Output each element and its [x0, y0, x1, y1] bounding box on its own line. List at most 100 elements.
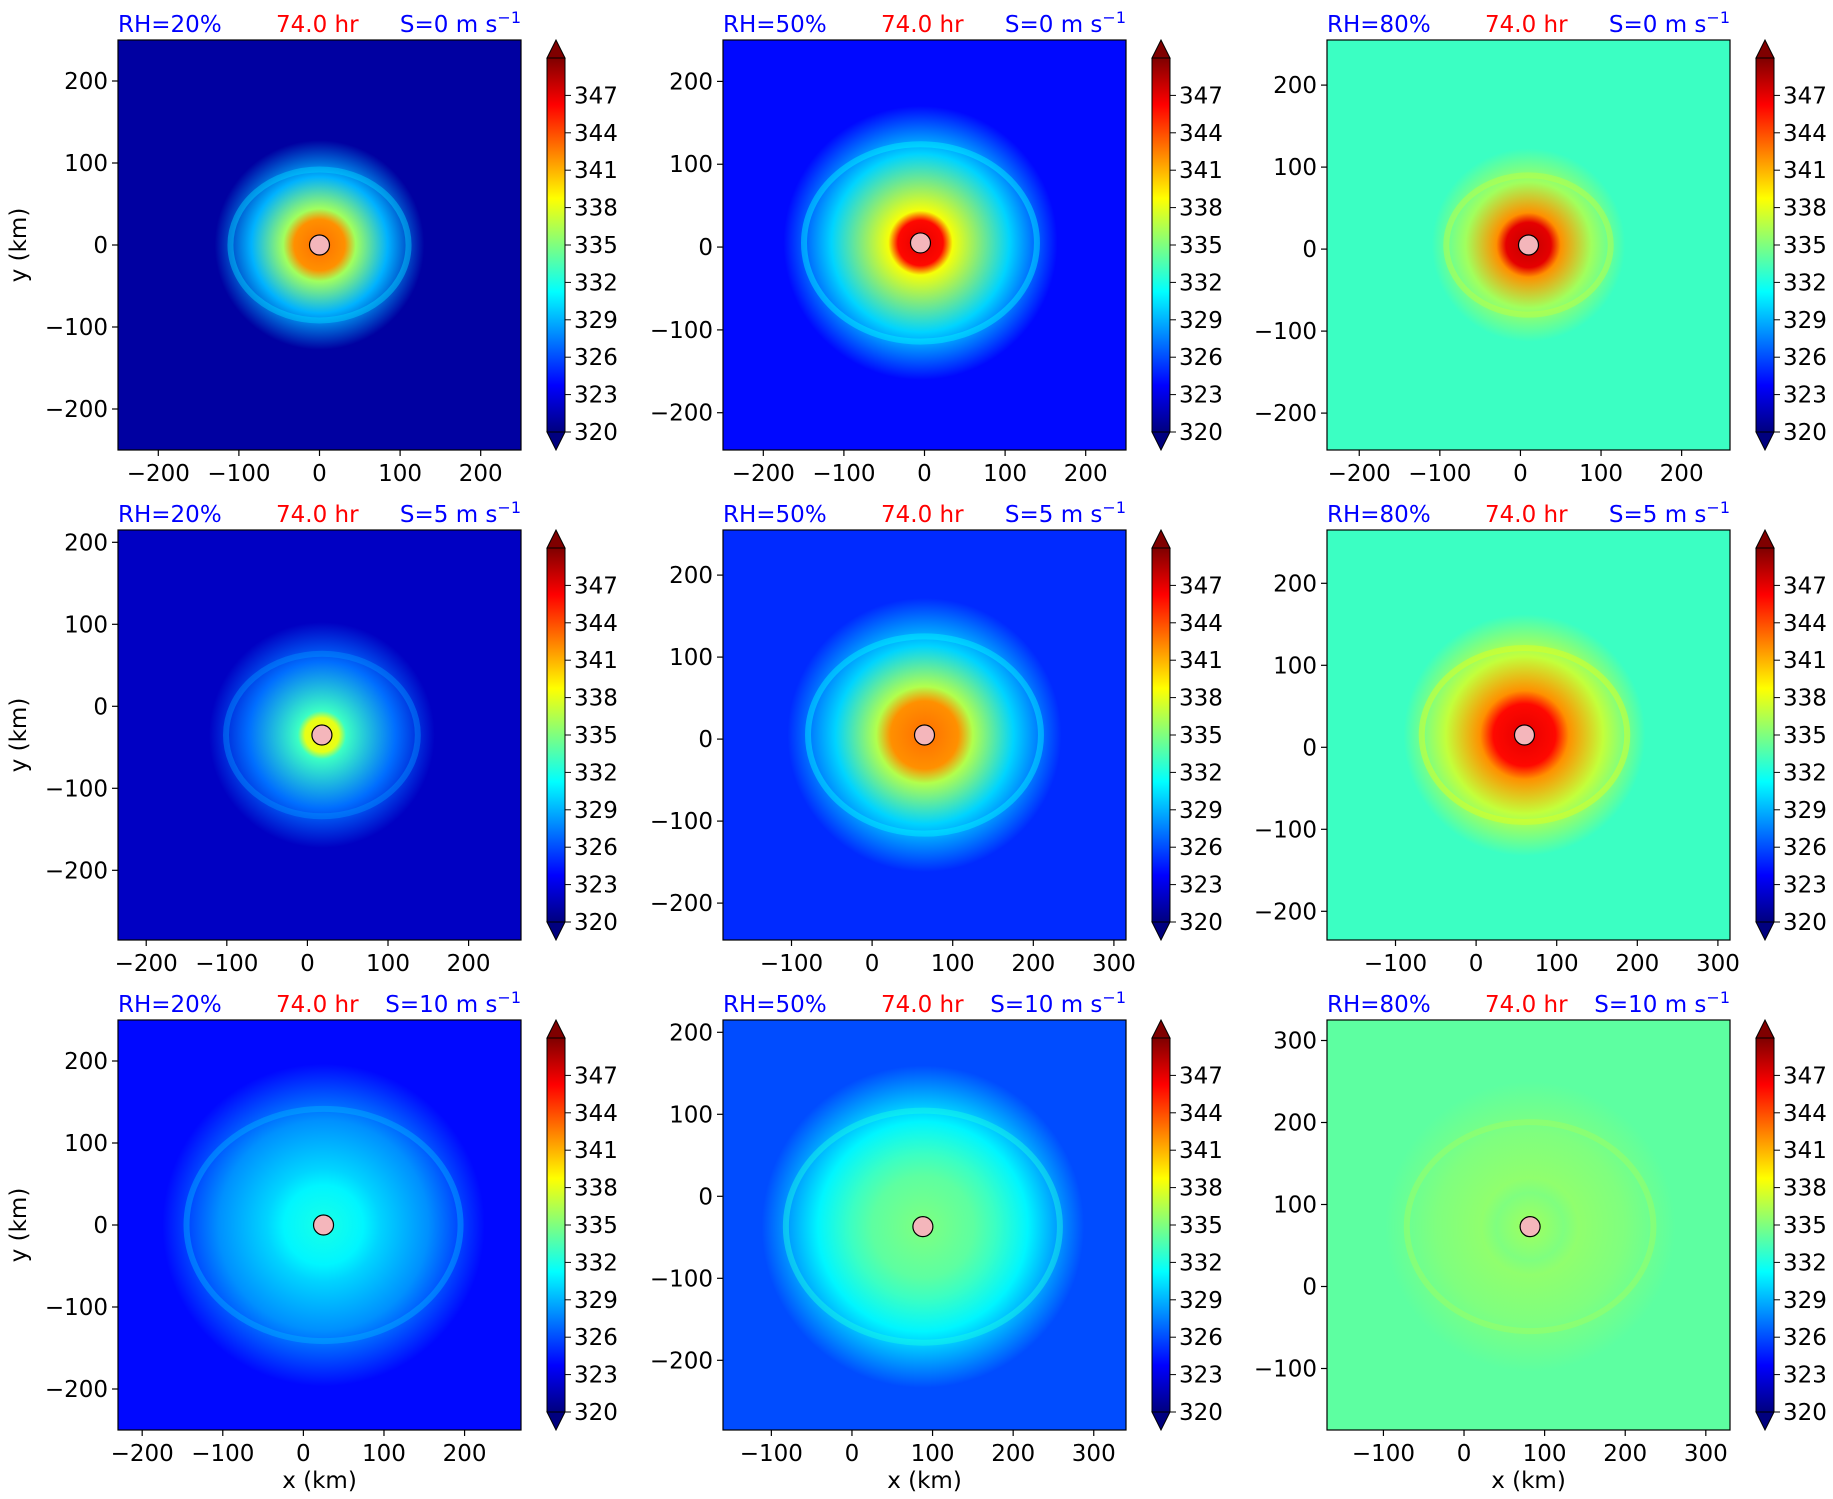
- y-axis-label: y (km): [6, 698, 32, 773]
- y-tick-label: 0: [698, 727, 713, 753]
- y-tick-label: −200: [45, 858, 108, 884]
- shear-label-main: S=10 m s: [1594, 992, 1706, 1018]
- colorbar-tick-label: 320: [1179, 910, 1223, 936]
- colorbar-tick-label: 329: [574, 798, 618, 824]
- colorbar-tick-label: 341: [574, 158, 618, 184]
- shear-label: S=0 m s−1: [1005, 8, 1126, 38]
- colorbar-body: [1755, 57, 1775, 433]
- y-tick-label: 200: [1273, 73, 1317, 99]
- colorbar-tick-label: 344: [574, 1101, 618, 1127]
- rainband: [227, 166, 412, 324]
- y-tick-label: 200: [669, 563, 713, 589]
- x-tick-label: −100: [195, 951, 258, 977]
- y-tick-label: 0: [93, 694, 108, 720]
- y-tick-label: −100: [650, 809, 713, 835]
- colorbar-tick-label: 329: [574, 308, 618, 334]
- colorbar-tick-label: 347: [1179, 83, 1223, 109]
- colorbar: 320 323 326 329 332 335 338 341 344 347: [1755, 528, 1827, 942]
- rh-label: RH=50%: [723, 992, 827, 1018]
- colorbar-tick-label: 326: [1783, 835, 1827, 861]
- x-tick-label: 100: [1523, 1441, 1567, 1467]
- y-tick-label: −100: [1254, 319, 1317, 345]
- colorbar-min-extension: [1151, 431, 1171, 452]
- x-tick-label: 100: [1579, 461, 1623, 487]
- colorbar-tick-label: 341: [1179, 158, 1223, 184]
- colorbar-tick-label: 323: [574, 873, 618, 899]
- colorbar-tick-label: 344: [1783, 121, 1827, 147]
- plot-frame: [722, 1019, 1127, 1431]
- y-tick-label: 0: [698, 1184, 713, 1210]
- y-tick-label: 0: [93, 1213, 108, 1239]
- x-tick-label: 200: [1603, 1441, 1647, 1467]
- colorbar-tick-label: 332: [1179, 1250, 1223, 1276]
- plot-frame: [1326, 39, 1731, 451]
- rh-label: RH=80%: [1327, 502, 1431, 528]
- colorbar-tick-label: 326: [1179, 1325, 1223, 1351]
- colorbar-tick-label: 335: [574, 723, 618, 749]
- colorbar-tick-label: 344: [1179, 611, 1223, 637]
- plot-frame: [1326, 1019, 1731, 1431]
- colorbar: 320 323 326 329 332 335 338 341 344 347: [1755, 1018, 1827, 1432]
- colorbar-body: [546, 547, 566, 923]
- colorbar-tick-label: 338: [1179, 686, 1223, 712]
- x-tick-label: 100: [378, 461, 422, 487]
- colorbar-tick-label: 329: [1179, 798, 1223, 824]
- colorbar-tick-label: 329: [1179, 1288, 1223, 1314]
- shear-label-superscript: −1: [497, 988, 521, 1007]
- colorbar-tick-label: 347: [1179, 573, 1223, 599]
- colorbar-tick-label: 326: [574, 835, 618, 861]
- colorbar-tick-label: 344: [1783, 1101, 1827, 1127]
- colorbar-tick-label: 323: [1179, 383, 1223, 409]
- shear-label: S=10 m s−1: [385, 988, 521, 1018]
- colorbar-max-extension: [546, 528, 566, 549]
- x-tick-label: 300: [1092, 951, 1136, 977]
- rainband: [805, 633, 1044, 837]
- y-tick-label: 100: [64, 151, 108, 177]
- x-tick-label: 100: [362, 1441, 406, 1467]
- colorbar-tick-label: 341: [1179, 1138, 1223, 1164]
- colorbar-tick-label: 332: [1179, 270, 1223, 296]
- colorbar-tick-label: 347: [574, 83, 618, 109]
- y-tick-label: −100: [1254, 817, 1317, 843]
- x-tick-label: 200: [447, 951, 491, 977]
- y-tick-label: −200: [1254, 401, 1317, 427]
- colorbar-tick-label: 326: [574, 345, 618, 371]
- colorbar-min-extension: [546, 431, 566, 452]
- shear-label-superscript: −1: [497, 8, 521, 27]
- colorbar: 320 323 326 329 332 335 338 341 344 347: [1151, 38, 1223, 452]
- colorbar-tick-label: 326: [1783, 1325, 1827, 1351]
- colorbar-tick-label: 329: [1783, 1288, 1827, 1314]
- colorbar-tick-label: 329: [1783, 308, 1827, 334]
- y-tick-label: 200: [64, 69, 108, 95]
- colorbar-max-extension: [1151, 1018, 1171, 1039]
- colorbar-tick-label: 338: [1783, 686, 1827, 712]
- colorbar-tick-label: 320: [1783, 1400, 1827, 1426]
- colorbar-tick-label: 344: [574, 121, 618, 147]
- colorbar-body: [1755, 1037, 1775, 1413]
- y-tick-label: 100: [669, 152, 713, 178]
- y-axis-label: y (km): [6, 208, 32, 283]
- x-tick-label: 200: [443, 1441, 487, 1467]
- storm-center-marker: [1517, 234, 1540, 256]
- y-tick-label: 100: [64, 612, 108, 638]
- shear-label-main: S=10 m s: [385, 992, 497, 1018]
- shear-label: S=10 m s−1: [1594, 988, 1730, 1018]
- rh-label: RH=80%: [1327, 992, 1431, 1018]
- colorbar-tick-label: 344: [574, 611, 618, 637]
- shear-label: S=0 m s−1: [1609, 8, 1730, 38]
- x-tick-label: −200: [127, 461, 190, 487]
- colorbar-tick-label: 332: [1783, 270, 1827, 296]
- x-tick-label: 100: [983, 461, 1027, 487]
- plot-frame: [1326, 529, 1731, 941]
- x-axis-label: x (km): [1491, 1468, 1566, 1494]
- colorbar-tick-label: 329: [1179, 308, 1223, 334]
- shear-label-main: S=5 m s: [1609, 502, 1707, 528]
- x-tick-label: −200: [1328, 461, 1391, 487]
- x-tick-label: 300: [1684, 1441, 1728, 1467]
- colorbar-tick-label: 347: [574, 573, 618, 599]
- colorbar-tick-label: 326: [1179, 835, 1223, 861]
- colorbar-max-extension: [1755, 528, 1775, 549]
- shear-label-superscript: −1: [497, 498, 521, 517]
- y-axis-label: y (km): [6, 1188, 32, 1263]
- colorbar-tick-label: 335: [1783, 723, 1827, 749]
